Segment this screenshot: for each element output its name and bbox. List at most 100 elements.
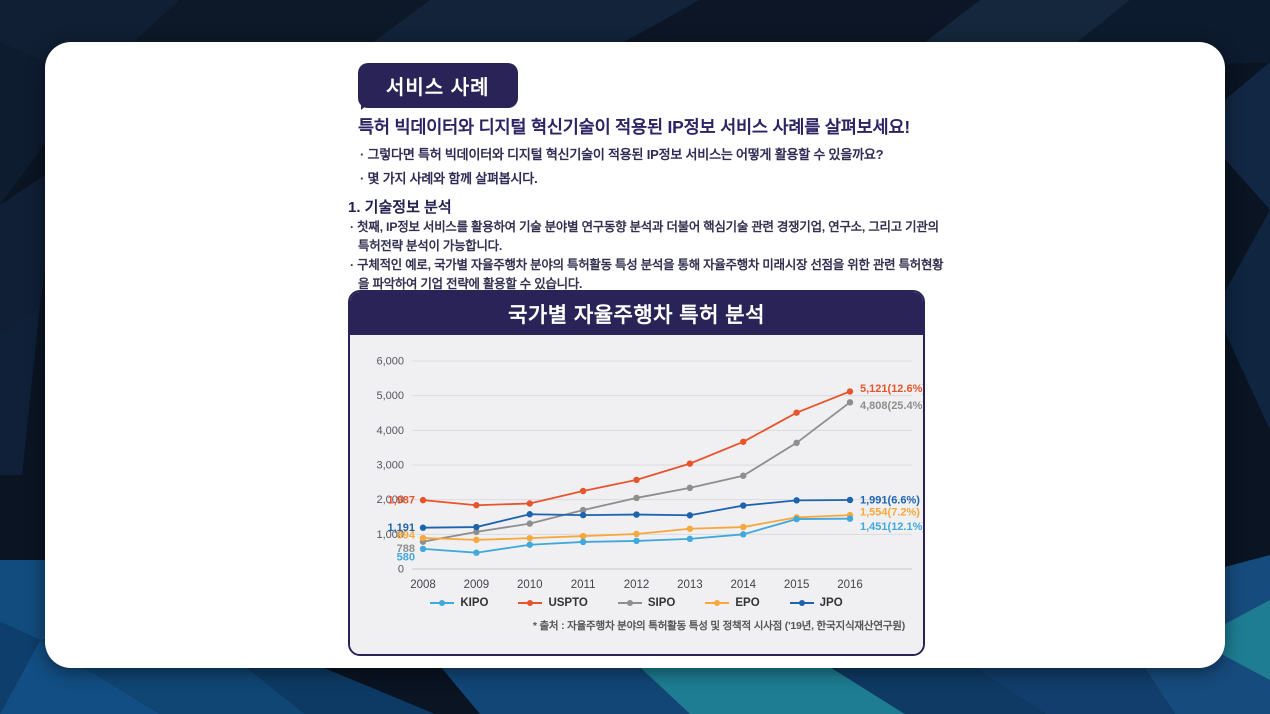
uspto-point <box>686 460 694 467</box>
jpo-point <box>419 524 427 531</box>
epo-point <box>526 534 533 542</box>
epo-end-label: 1,554(7.2%) <box>860 507 920 519</box>
uspto-point <box>793 409 800 416</box>
kipo-point <box>579 538 587 546</box>
chart-legend: KIPO USPTO SIPO EPO JPO <box>350 597 923 609</box>
kipo-start-label: 580 <box>397 551 415 563</box>
uspto-point <box>473 502 480 509</box>
y-tick-label: 4,000 <box>376 425 404 437</box>
legend-marker-icon <box>705 600 730 606</box>
chart-title: 국가별 자율주행차 특허 분석 <box>350 292 923 335</box>
jpo-point <box>526 511 533 518</box>
x-tick-label: 2011 <box>571 579 596 591</box>
epo-point <box>419 534 427 542</box>
uspto-point <box>740 438 747 445</box>
uspto-point <box>579 487 587 495</box>
legend-item-uspto: USPTO <box>518 597 588 609</box>
section-badge: 서비스 사례 <box>358 63 518 108</box>
jpo-start-label: 1,191 <box>387 522 415 534</box>
legend-item-jpo: JPO <box>789 597 843 609</box>
y-tick-label: 0 <box>398 564 404 576</box>
legend-dot-icon <box>626 600 633 606</box>
uspto-start-label: 1,987 <box>387 495 415 507</box>
kipo-point <box>526 541 533 548</box>
kipo-end-label: 1,451(12.1%) <box>860 521 925 533</box>
y-tick-label: 6,000 <box>376 356 404 368</box>
patent-chart-card: 국가별 자율주행차 특허 분석 0 1,000 2,000 3,000 4,000 5,0… <box>348 290 925 656</box>
kipo-point <box>419 545 427 553</box>
legend-label: JPO <box>819 597 843 609</box>
sipo-point <box>633 494 640 502</box>
legend-label: KIPO <box>460 597 489 609</box>
legend-item-kipo: KIPO <box>430 597 488 609</box>
x-tick-label: 2008 <box>410 579 436 591</box>
patent-chart: 0 1,000 2,000 3,000 4,000 5,000 6,000 2008 2009 2… <box>376 356 925 592</box>
epo-start-label: 894 <box>397 530 416 542</box>
legend-item-sipo: SIPO <box>617 597 676 609</box>
sipo-end-label: 4,808(25.4%) <box>860 400 925 412</box>
y-tick-label: 5,000 <box>376 390 404 402</box>
jpo-point <box>686 512 694 519</box>
uspto-point <box>846 388 854 395</box>
sipo-line <box>422 401 851 543</box>
kipo-point <box>793 515 800 523</box>
chart-footnote: * 출처 : 자율주행차 분야의 특허활동 특성 및 정책적 시사점 ('19년… <box>532 620 905 632</box>
legend-marker-icon <box>789 600 814 606</box>
legend-item-epo: EPO <box>705 597 760 609</box>
sipo-point <box>473 528 480 536</box>
legend-label: SIPO <box>647 597 676 609</box>
legend-dot-icon <box>527 600 534 606</box>
sipo-point <box>846 399 854 406</box>
page-title: 특허 빅데이터와 디지털 혁신기술이 적용된 IP정보 서비스 사례를 살펴보세… <box>358 117 910 137</box>
epo-point <box>633 530 640 538</box>
legend-dot-icon <box>439 600 446 606</box>
x-tick-label: 2014 <box>730 579 756 591</box>
kipo-point <box>633 537 640 545</box>
uspto-point <box>419 496 427 504</box>
epo-point <box>579 532 587 540</box>
x-tick-label: 2015 <box>784 579 810 591</box>
sipo-point <box>793 439 800 447</box>
sipo-point <box>526 520 533 527</box>
intro-bullet-2: · 몇 가지 사례와 함께 살펴봅시다. <box>360 171 538 186</box>
legend-label: USPTO <box>548 597 588 609</box>
jpo-point <box>740 502 747 509</box>
legend-marker-icon <box>617 600 642 606</box>
section-bullet-2: · 구체적인 예로, 국가별 자율주행차 분야의 특허활동 특성 분석을 통해 … <box>350 258 944 291</box>
uspto-end-label: 5,121(12.6%) <box>860 383 925 395</box>
sipo-start-label: 788 <box>397 543 415 555</box>
epo-point <box>473 536 480 544</box>
section-badge-label: 서비스 사례 <box>386 77 490 99</box>
intro-bullet-1: · 그렇다면 특허 빅데이터와 디지털 혁신기술이 적용된 IP정보 서비스는 … <box>360 147 884 162</box>
section-title: 1. 기술정보 분석 <box>348 199 452 216</box>
legend-dot-icon <box>798 600 805 606</box>
content-card: 서비스 사례 특허 빅데이터와 디지털 혁신기술이 적용된 IP정보 서비스 사… <box>45 42 1225 668</box>
epo-point <box>740 523 747 531</box>
x-tick-label: 2012 <box>624 579 650 591</box>
jpo-point <box>633 511 640 518</box>
legend-marker-icon <box>430 600 455 606</box>
legend-dot-icon <box>714 600 721 606</box>
y-tick-label: 2,000 <box>376 494 404 506</box>
section-bullet-1: · 첫째, IP정보 서비스를 활용하여 기술 분야별 연구동향 분석과 더불어… <box>350 220 939 253</box>
jpo-point <box>846 496 854 504</box>
kipo-point <box>846 515 854 522</box>
legend-marker-icon <box>518 600 543 606</box>
x-tick-label: 2009 <box>464 579 490 591</box>
sipo-point <box>740 472 747 479</box>
jpo-point <box>579 511 587 519</box>
jpo-end-label: 1,991(6.6%) <box>860 494 920 506</box>
sipo-point <box>579 506 587 514</box>
chart-body: 0 1,000 2,000 3,000 4,000 5,000 6,000 2008 2009 2… <box>350 343 925 654</box>
x-tick-label: 2010 <box>517 579 543 591</box>
uspto-point <box>526 500 533 507</box>
y-tick-label: 1,000 <box>376 529 404 541</box>
legend-label: EPO <box>735 597 760 609</box>
uspto-point <box>633 476 640 484</box>
kipo-point <box>686 535 694 543</box>
x-tick-label: 2016 <box>837 579 863 591</box>
epo-point <box>686 525 694 532</box>
y-tick-label: 3,000 <box>376 460 404 472</box>
sipo-point <box>686 484 694 492</box>
